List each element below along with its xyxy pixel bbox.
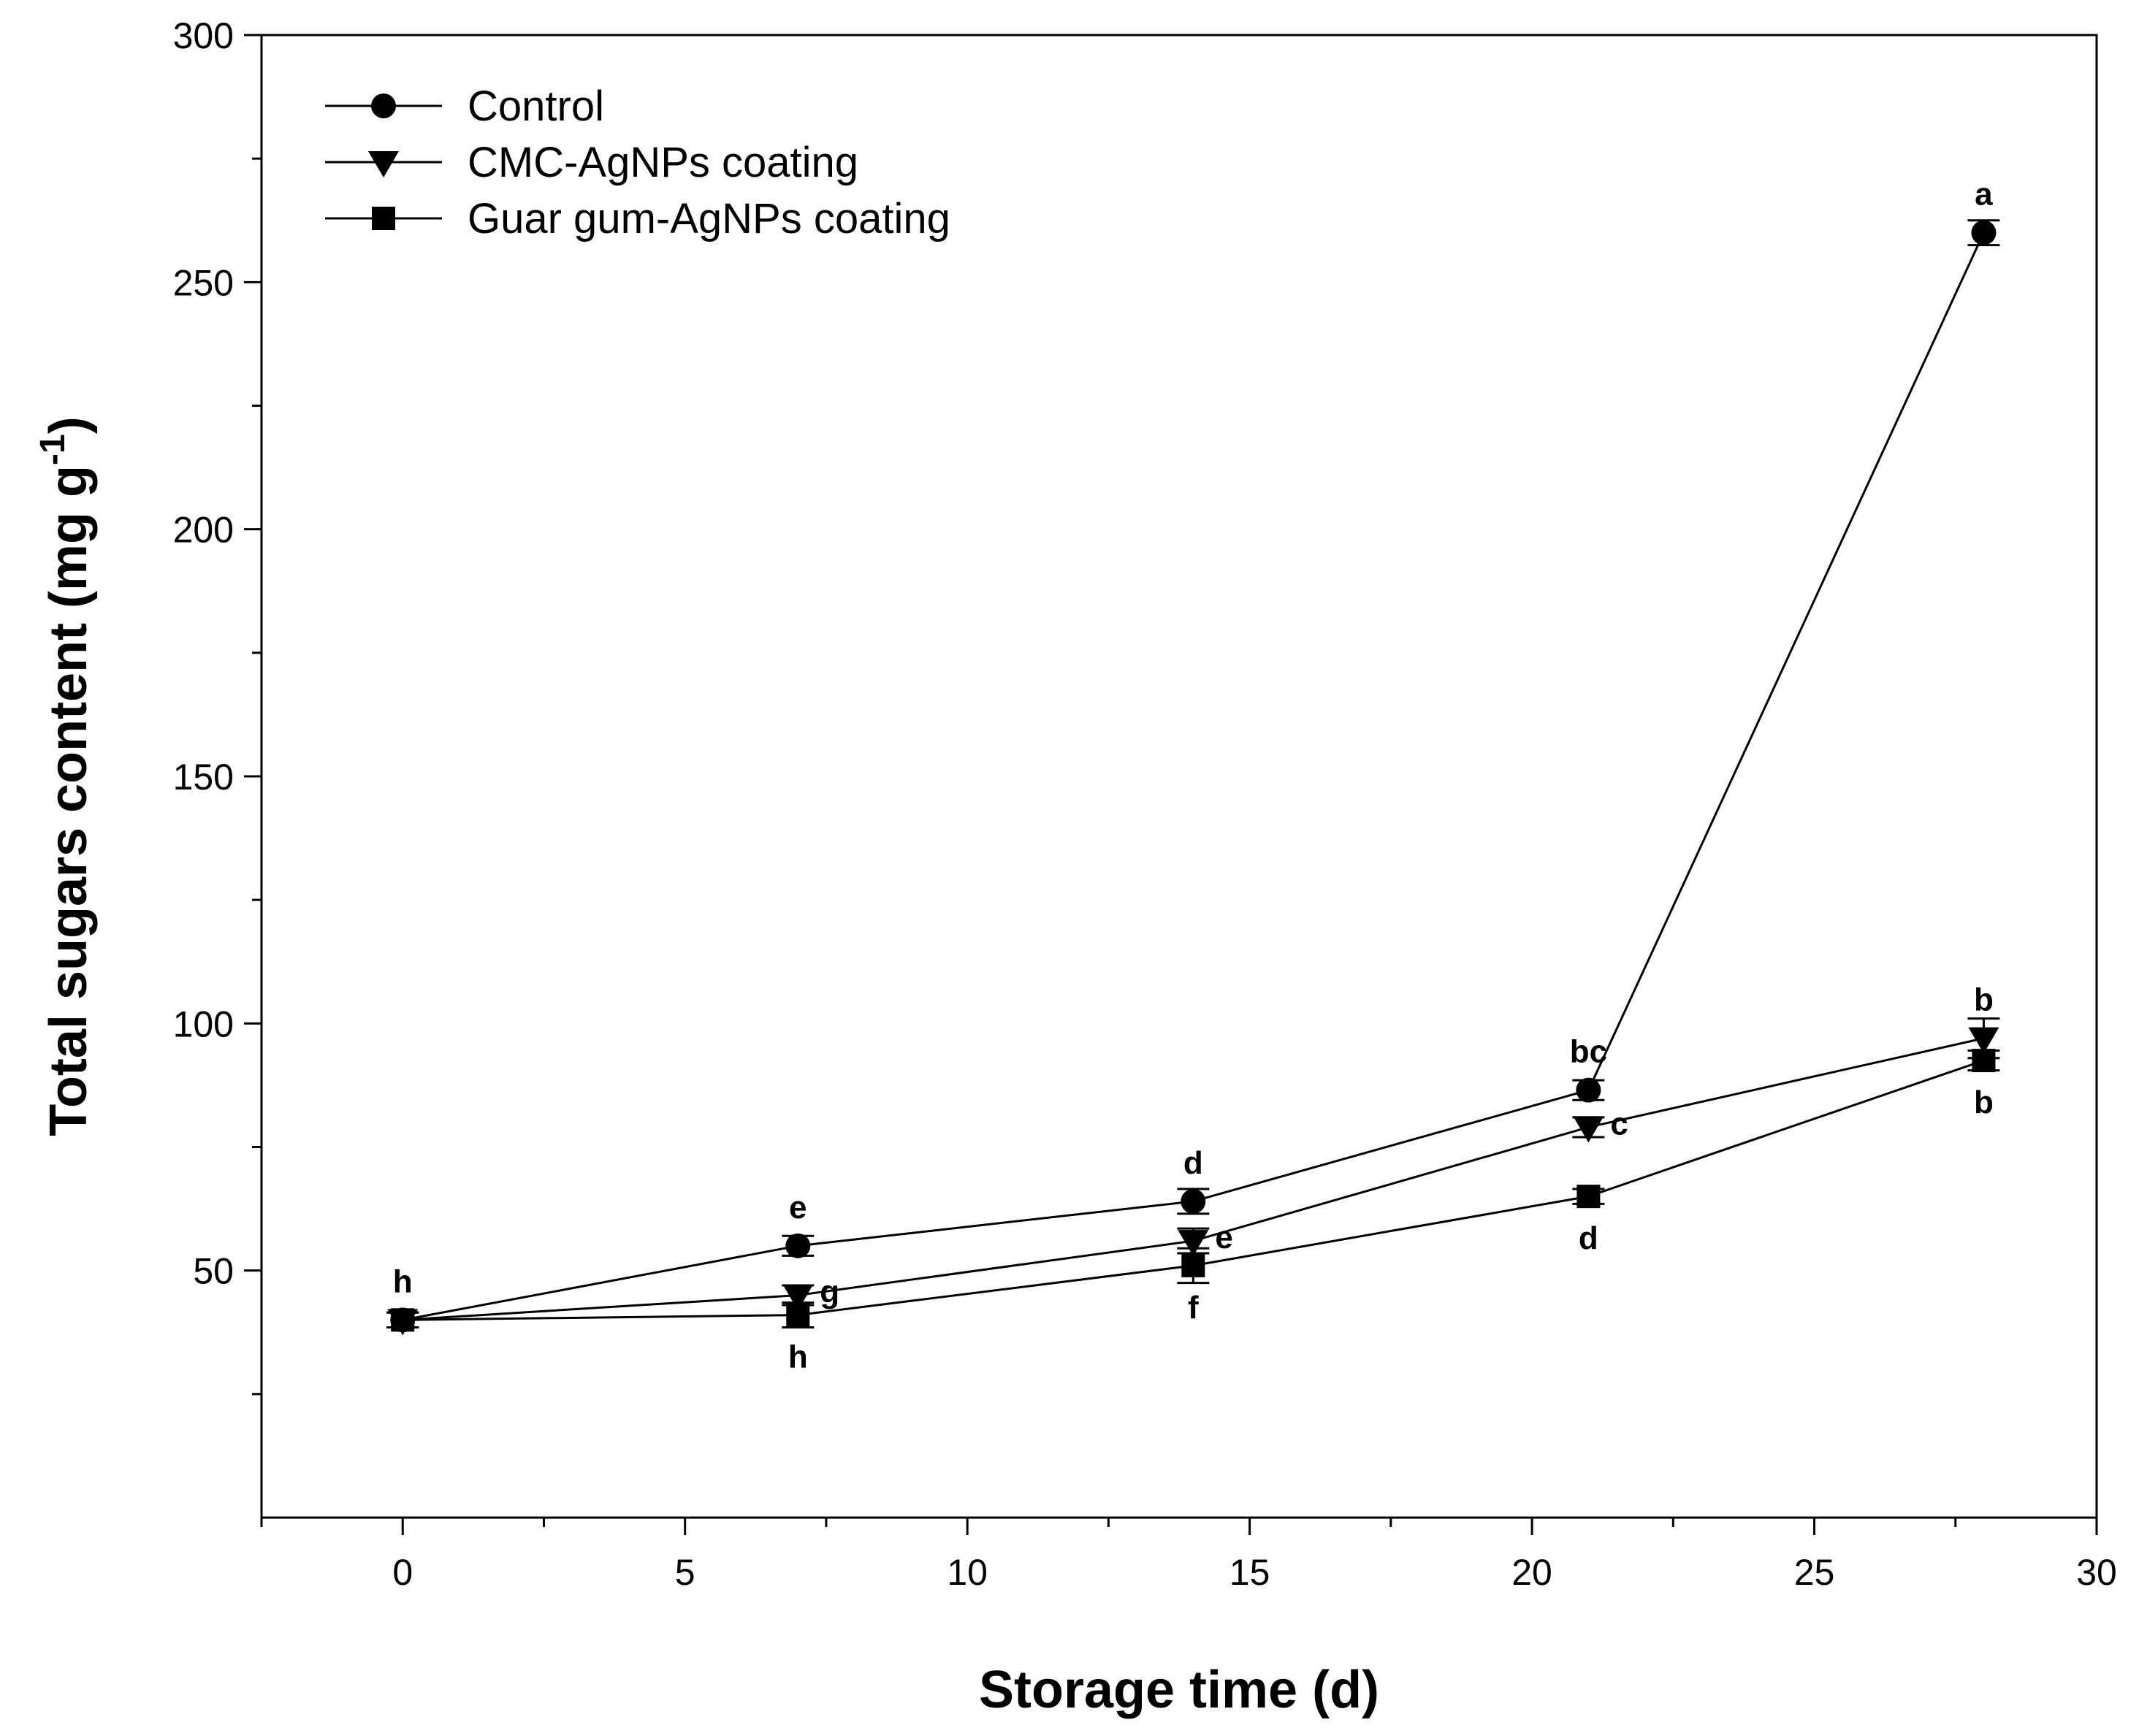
significance-letter: h <box>788 1339 808 1375</box>
series-2 <box>386 1049 2000 1332</box>
significance-letter: bc <box>1570 1034 1607 1070</box>
legend-item-2: Guar gum-AgNPs coating <box>325 195 950 242</box>
x-axis-title: Storage time (d) <box>979 1661 1379 1719</box>
significance-letter: c <box>1610 1106 1628 1142</box>
y-tick-label-250: 250 <box>173 262 234 303</box>
legend-label: Control <box>468 83 604 130</box>
significance-letter: a <box>1975 177 1993 213</box>
data-point <box>1972 1049 1996 1073</box>
significance-letter: h <box>393 1263 413 1299</box>
significance-letter: e <box>789 1190 807 1225</box>
y-axis-title-superscript: -1 <box>34 434 72 465</box>
significance-letter: d <box>1579 1220 1598 1256</box>
y-tick-label-100: 100 <box>173 1003 234 1044</box>
x-tick-label-25: 25 <box>1794 1552 1835 1593</box>
y-tick-label-150: 150 <box>173 757 234 798</box>
data-point <box>1576 1185 1601 1209</box>
significance-letter: g <box>820 1274 839 1310</box>
data-point <box>1971 220 1997 245</box>
data-point <box>1573 1116 1604 1143</box>
data-point <box>782 1284 814 1311</box>
legend-label: CMC-AgNPs coating <box>468 139 858 186</box>
legend-marker <box>368 151 399 177</box>
series-0 <box>386 219 2000 1333</box>
data-point <box>1181 1188 1206 1214</box>
legend-item-0: Control <box>325 83 604 130</box>
data-point <box>1968 1027 1999 1054</box>
y-tick-label-50: 50 <box>193 1251 234 1292</box>
x-tick-label-15: 15 <box>1229 1552 1270 1593</box>
y-tick-label-300: 300 <box>173 15 234 56</box>
x-tick-label-20: 20 <box>1511 1552 1552 1593</box>
y-axis-title: Total sugars content (mg g-1) <box>34 416 98 1136</box>
y-axis-ticks: 50 100 150 200 250 300 <box>173 15 262 1396</box>
data-point <box>1576 1077 1601 1103</box>
data-point <box>786 1303 810 1327</box>
legend-marker <box>372 207 395 230</box>
significance-letter: f <box>1188 1290 1199 1326</box>
significance-letter: b <box>1974 982 1994 1018</box>
y-axis-title-close: ) <box>39 416 98 434</box>
legend-item-1: CMC-AgNPs coating <box>325 139 858 186</box>
significance-letters: h e d bc a g e c b h f d b <box>393 177 1994 1375</box>
data-point <box>785 1233 811 1258</box>
x-tick-label-5: 5 <box>675 1552 695 1593</box>
data-point <box>1178 1230 1209 1257</box>
y-axis-title-main: Total sugars content (mg g <box>39 465 98 1136</box>
x-tick-label-30: 30 <box>2076 1552 2117 1593</box>
x-tick-label-0: 0 <box>392 1552 413 1593</box>
significance-letter: e <box>1215 1220 1232 1255</box>
legend-marker <box>371 93 396 118</box>
significance-letter: b <box>1974 1085 1994 1120</box>
data-point <box>391 1308 415 1332</box>
x-tick-label-10: 10 <box>947 1552 988 1593</box>
legend: Control CMC-AgNPs coating Guar gum-AgNPs c… <box>325 83 950 242</box>
series-layer <box>386 219 2000 1336</box>
legend-label: Guar gum-AgNPs coating <box>468 195 950 242</box>
data-point <box>1181 1253 1205 1277</box>
y-tick-label-200: 200 <box>173 510 234 551</box>
x-axis-ticks: 0 5 10 15 20 25 30 <box>260 1518 2117 1593</box>
significance-letter: d <box>1183 1145 1203 1181</box>
